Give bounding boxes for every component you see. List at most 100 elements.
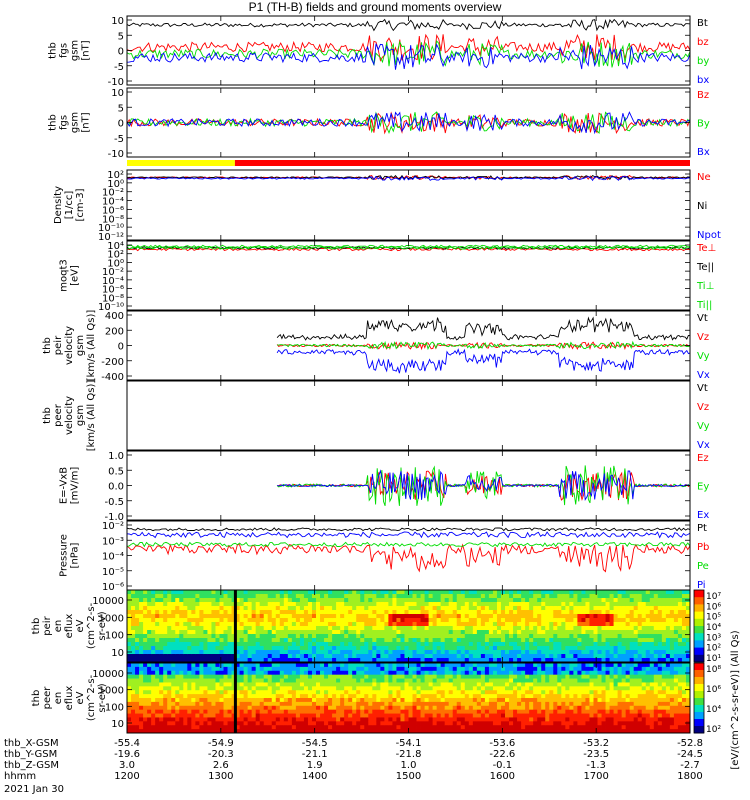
spectrogram-cell — [167, 606, 172, 611]
spectrogram-cell — [143, 698, 148, 703]
spectrogram-cell — [328, 725, 333, 730]
spectrogram-cell — [195, 618, 200, 623]
spectrogram-cell — [195, 654, 200, 659]
spectrogram-cell — [428, 638, 434, 643]
spectrogram-cell — [303, 729, 309, 734]
spectrogram-cell — [609, 594, 614, 599]
spectrogram-cell — [496, 698, 502, 703]
spectrogram-cell — [420, 626, 425, 631]
spectrogram-cell — [215, 717, 220, 722]
spectrogram-cell — [484, 690, 490, 695]
spectrogram-cell — [400, 618, 405, 623]
spectrogram-cell — [549, 705, 554, 711]
spectrogram-cell — [311, 630, 317, 635]
spectrogram-cell — [561, 622, 566, 627]
spectrogram-cell — [408, 618, 413, 623]
spectrogram-cell — [452, 602, 458, 607]
spectrogram-cell — [167, 618, 172, 623]
spectrogram-cell — [521, 690, 526, 695]
spectrogram-cell — [271, 610, 277, 615]
spectrogram-cell — [557, 590, 562, 595]
spectrogram-cell — [549, 713, 554, 718]
spectrogram-cell — [275, 698, 281, 703]
spectrogram-cell — [492, 598, 498, 603]
spectrogram-cell — [239, 686, 245, 691]
spectrogram-cell — [521, 666, 526, 672]
spectrogram-cell — [388, 658, 393, 663]
spectrogram-cell — [316, 654, 321, 659]
spectrogram-cell — [352, 626, 357, 631]
spectrogram-cell — [553, 594, 558, 599]
spectrogram-cell — [432, 598, 438, 603]
spectrogram-cell — [488, 622, 494, 627]
spectrogram-cell — [517, 658, 522, 663]
spectrogram-cell — [227, 663, 232, 668]
spectrogram-cell — [372, 698, 377, 703]
spectrogram-cell — [316, 610, 321, 615]
spectrogram-cell — [396, 658, 401, 663]
spectrogram-cell — [565, 622, 570, 627]
spectrogram-cell — [207, 709, 212, 714]
spectrogram-cell — [259, 670, 265, 676]
spectrogram-cell — [460, 634, 466, 639]
spectrogram-cell — [251, 614, 257, 619]
spectrogram-cell — [348, 729, 353, 734]
series-line-Ni — [126, 174, 691, 181]
spectrogram-cell — [271, 678, 277, 683]
spectrogram-cell — [408, 686, 413, 691]
spectrogram-cell — [243, 690, 249, 695]
spectrogram-cell — [191, 598, 196, 603]
spectrogram-cell — [597, 630, 602, 635]
spectrogram-cell — [364, 654, 369, 659]
spectrogram-cell — [517, 606, 522, 611]
spectrogram-cell — [452, 622, 458, 627]
spectrogram-cell — [147, 674, 152, 679]
spectrogram-cell — [585, 626, 590, 631]
spectrogram-cell — [203, 678, 208, 683]
spectrogram-cell — [589, 594, 594, 599]
spectrogram-cell — [227, 638, 232, 643]
spectrogram-cell — [167, 666, 172, 672]
spectrogram-cell — [259, 682, 265, 687]
spectrogram-cell — [287, 701, 293, 707]
y-tick-label: -5 — [114, 62, 124, 73]
spectrogram-cell — [340, 678, 345, 683]
spectrogram-cell — [641, 650, 647, 655]
spectrogram-cell — [235, 686, 240, 691]
spectrogram-cell — [376, 713, 381, 718]
spectrogram-cell — [328, 694, 333, 699]
spectrogram-cell — [139, 606, 144, 611]
spectrogram-cell — [400, 626, 405, 631]
spectrogram-cell — [549, 590, 554, 595]
spectrogram-cell — [557, 663, 562, 668]
spectrogram-cell — [464, 709, 470, 714]
spectrogram-cell — [517, 618, 522, 623]
spectrogram-cell — [436, 610, 442, 615]
spectrogram-cell — [159, 670, 164, 676]
spectrogram-cell — [613, 598, 619, 603]
spectrogram-cell — [557, 638, 562, 643]
spectrogram-cell — [605, 590, 610, 595]
spectrogram-cell — [641, 630, 647, 635]
spectrogram-cell — [545, 701, 550, 707]
spectrogram-cell — [500, 725, 506, 730]
spectrogram-cell — [388, 602, 393, 607]
spectrogram-cell — [267, 663, 273, 668]
spectrogram-cell — [199, 666, 204, 672]
spectrogram-cell — [348, 654, 353, 659]
spectrogram-cell — [203, 614, 208, 619]
spectrogram-cell — [368, 590, 373, 595]
spectrogram-cell — [665, 590, 671, 595]
spectrogram-cell — [428, 650, 434, 655]
spectrogram-cell — [243, 602, 249, 607]
spectrogram-cell — [368, 721, 373, 726]
spectrogram-cell — [565, 686, 570, 691]
spectrogram-cell — [525, 594, 530, 599]
spectrogram-cell — [159, 598, 164, 603]
spectrogram-cell — [549, 729, 554, 734]
spectrogram-cell — [380, 602, 385, 607]
spectrogram-cell — [677, 602, 683, 607]
spectrogram-cell — [263, 622, 269, 627]
spectrogram-cell — [521, 634, 526, 639]
spectrogram-cell — [549, 658, 554, 663]
